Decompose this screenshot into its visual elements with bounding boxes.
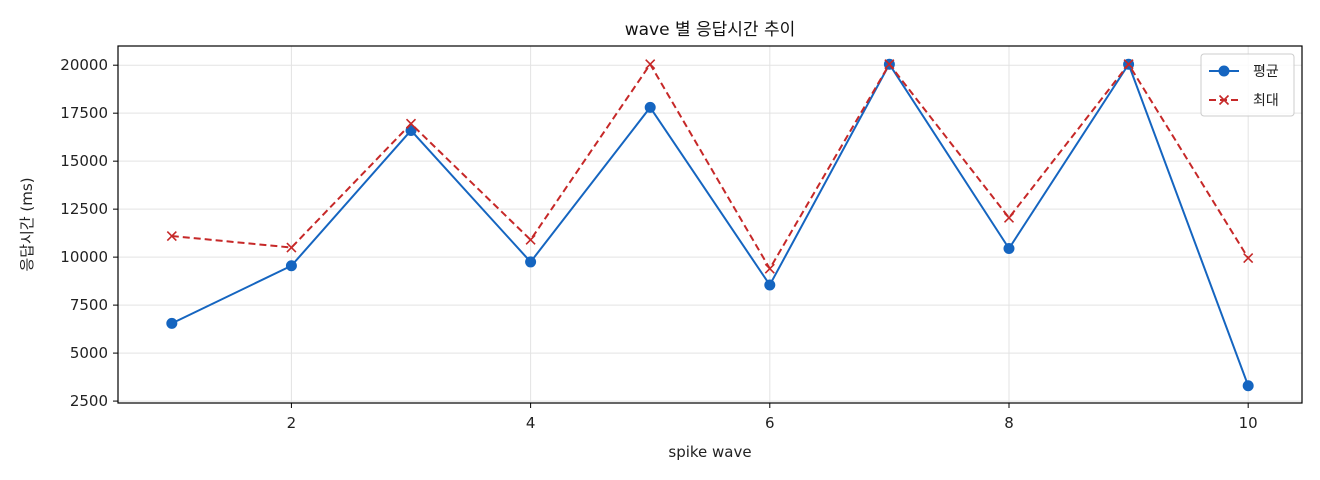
series-line xyxy=(171,63,1250,387)
data-point-marker xyxy=(405,118,417,129)
data-point-marker xyxy=(764,279,776,291)
legend-marker xyxy=(1218,65,1230,77)
x-axis-label: spike wave xyxy=(668,443,751,461)
data-point-marker xyxy=(1003,212,1015,223)
axis-ticks: 2 4 6 8 10 2500 5000 7500 10000 12500 15000 17500 20… xyxy=(60,56,1257,432)
data-point-marker xyxy=(166,317,178,329)
data-point-marker xyxy=(405,124,417,136)
legend-label: 평균 xyxy=(1253,64,1279,80)
legend-marker xyxy=(1218,94,1230,106)
x-tick-label: 2 xyxy=(287,414,297,432)
y-tick-label: 10000 xyxy=(60,248,108,266)
data-point-marker xyxy=(1123,59,1134,70)
series-2 xyxy=(166,59,1254,274)
chart-title: wave 별 응답시간 추이 xyxy=(625,20,796,40)
y-tick-label: 5000 xyxy=(70,344,108,362)
data-point-marker xyxy=(644,101,656,113)
series-layer xyxy=(166,58,1254,392)
series-1 xyxy=(166,58,1254,392)
x-tick-label: 10 xyxy=(1239,414,1258,432)
data-point-marker xyxy=(525,234,536,245)
legend-item: 평균 xyxy=(1209,64,1279,80)
data-point-marker xyxy=(645,59,656,70)
data-point-marker xyxy=(285,260,297,272)
y-tick-label: 15000 xyxy=(60,152,108,170)
y-tick-label: 2500 xyxy=(70,392,108,410)
y-tick-label: 7500 xyxy=(70,296,108,314)
data-point-marker xyxy=(1242,380,1254,392)
legend-box xyxy=(1200,53,1295,117)
plot-area-frame xyxy=(117,45,1303,404)
x-tick-label: 4 xyxy=(526,414,536,432)
data-point-marker xyxy=(166,230,177,242)
y-axis-label: 응답시간 (ms) xyxy=(18,177,36,271)
data-point-marker xyxy=(286,242,297,253)
data-point-marker xyxy=(884,59,895,70)
x-tick-label: 6 xyxy=(765,414,775,432)
data-point-marker xyxy=(1003,242,1015,254)
data-point-marker xyxy=(764,263,775,274)
legend-label: 최대 xyxy=(1253,93,1279,109)
x-tick-label: 8 xyxy=(1004,414,1014,432)
legend-item: 최대 xyxy=(1209,93,1279,109)
grid-lines xyxy=(118,46,1302,403)
data-point-marker xyxy=(525,256,537,268)
y-tick-label: 12500 xyxy=(60,200,108,218)
y-tick-label: 20000 xyxy=(60,56,108,74)
y-tick-label: 17500 xyxy=(60,104,108,122)
data-point-marker xyxy=(1243,253,1254,264)
